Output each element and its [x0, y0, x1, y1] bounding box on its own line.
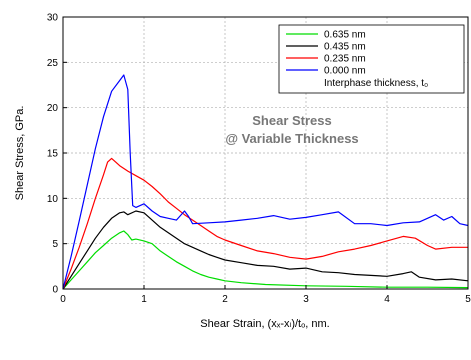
- y-tick-label: 30: [47, 13, 59, 24]
- y-axis-title: Shear Stress, GPa.: [14, 106, 26, 201]
- x-tick-label: 4: [384, 294, 390, 305]
- annotation-line-2: @ Variable Thickness: [225, 131, 358, 146]
- axis-ticks: 0 1 2 3 4 5 0 5 10 15 20 25 30: [47, 13, 471, 306]
- y-tick-label: 5: [52, 239, 58, 250]
- legend-title: Interphase thickness, t₀: [324, 78, 428, 89]
- y-tick-label: 25: [47, 58, 59, 69]
- legend-label-0: 0.635 nm: [324, 30, 366, 41]
- series-line-0: [62, 230, 469, 290]
- legend-label-2: 0.235 nm: [324, 54, 366, 65]
- x-axis-title: Shear Strain, (xₓ-xₗ)/tₒ, nm.: [200, 318, 329, 330]
- y-tick-label: 20: [47, 103, 59, 114]
- legend-label-1: 0.435 nm: [324, 42, 366, 53]
- x-tick-label: 3: [303, 294, 309, 305]
- series-line-3: [62, 74, 469, 290]
- y-tick-label: 10: [47, 194, 59, 205]
- x-tick-label: 2: [222, 294, 228, 305]
- y-tick-label: 15: [47, 149, 59, 160]
- series-line-2: [62, 157, 468, 290]
- x-tick-label: 0: [60, 294, 66, 305]
- legend: 0.635 nm 0.435 nm 0.235 nm 0.000 nm Inte…: [278, 24, 465, 94]
- legend-label-3: 0.000 nm: [324, 66, 366, 77]
- x-tick-label: 1: [141, 294, 147, 305]
- legend-box: [278, 24, 465, 94]
- series-line-1: [62, 210, 469, 290]
- x-tick-label: 5: [465, 294, 471, 305]
- annotation-line-1: Shear Stress: [252, 113, 332, 128]
- series-lines: [62, 74, 469, 290]
- y-tick-label: 0: [52, 285, 58, 296]
